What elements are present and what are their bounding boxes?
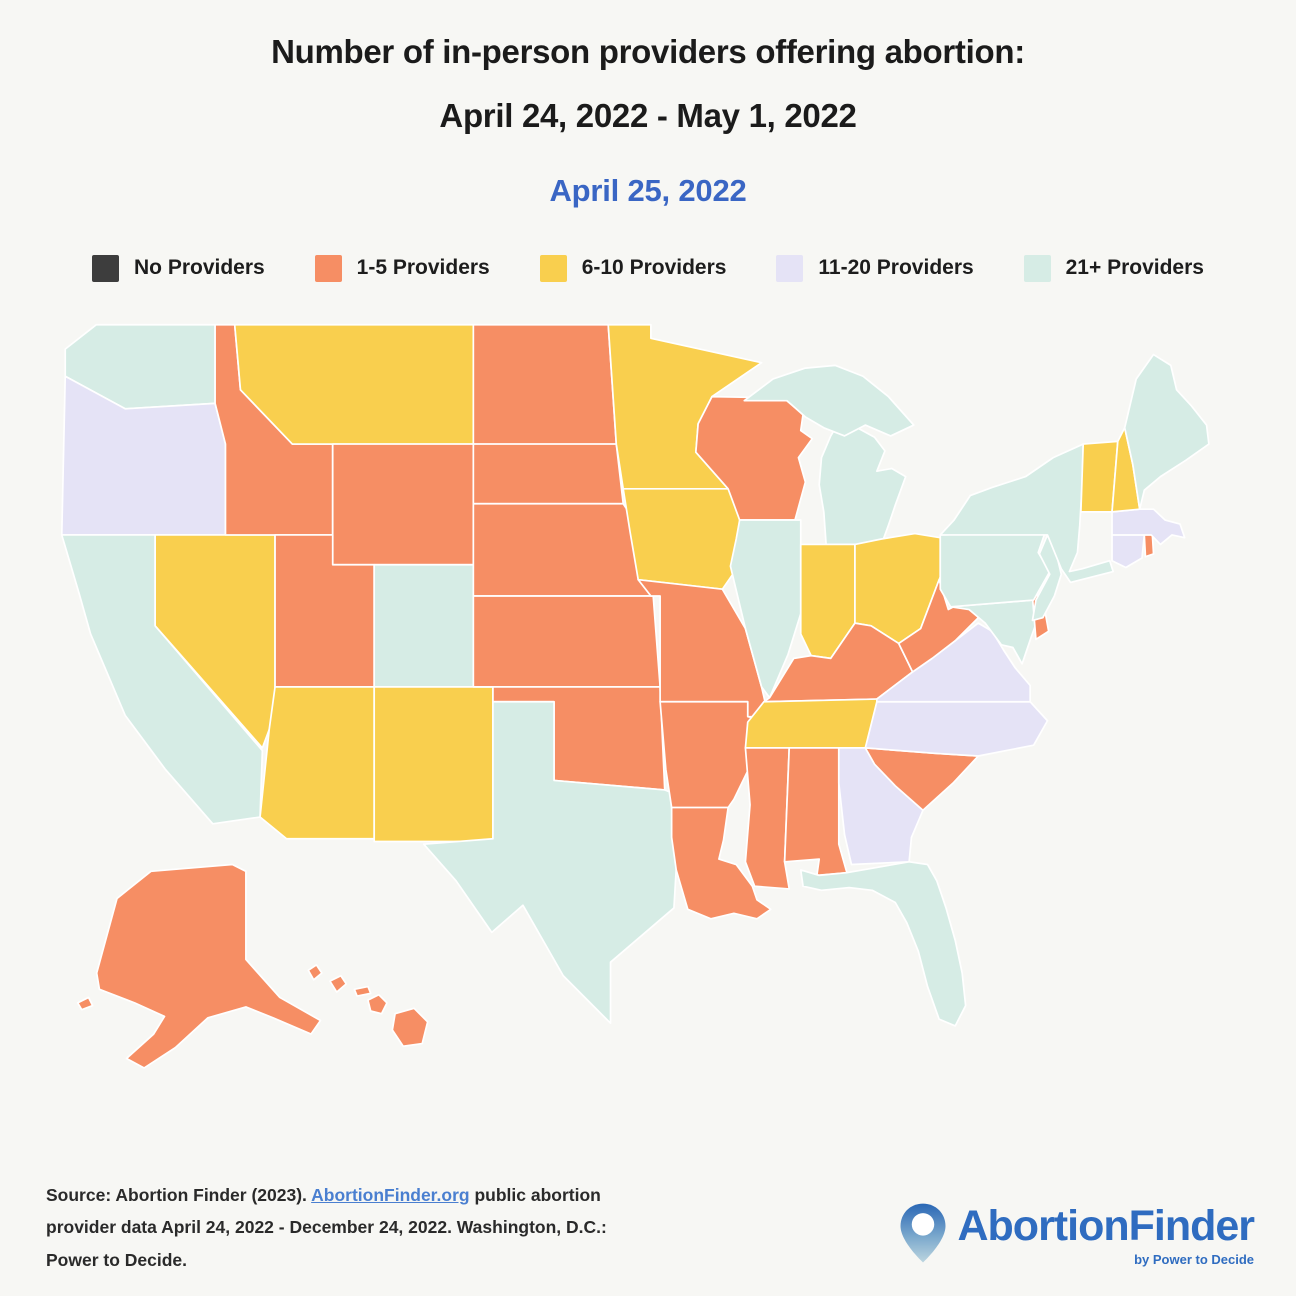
state-pennsylvania[interactable] [940, 532, 1050, 607]
state-south-dakota[interactable] [473, 444, 623, 504]
state-hawaii[interactable] [308, 965, 322, 980]
abortionfinder-logo[interactable]: AbortionFinder by Power to Decide [897, 1201, 1255, 1276]
legend-item-21plus: 21+ Providers [1023, 254, 1204, 282]
legend-item-11-20: 11-20 Providers [776, 254, 974, 282]
date-subtitle: April 25, 2022 [549, 172, 747, 208]
title-line-2: April 24, 2022 - May 1, 2022 [439, 97, 857, 135]
legend-label: 21+ Providers [1065, 256, 1204, 280]
us-choropleth-map [56, 322, 1236, 1082]
state-hawaii[interactable] [368, 994, 387, 1013]
state-michigan[interactable] [819, 422, 905, 544]
logo-tagline: by Power to Decide [1134, 1251, 1254, 1267]
state-north-carolina[interactable] [865, 701, 1047, 755]
source-prefix: Source: Abortion Finder (2023). [46, 1184, 312, 1205]
legend-label: No Providers [134, 256, 265, 280]
legend-item-1-5: 1-5 Providers [314, 254, 490, 282]
legend-item-6-10: 6-10 Providers [539, 254, 727, 282]
state-nebraska[interactable] [473, 503, 653, 595]
state-iowa[interactable] [623, 489, 750, 589]
legend-swatch-6-10 [539, 254, 567, 282]
state-arizona[interactable] [260, 687, 374, 839]
state-alaska[interactable] [78, 997, 93, 1009]
state-kansas[interactable] [473, 596, 660, 687]
legend-swatch-11-20 [776, 254, 804, 282]
page-title: Number of in-person providers offering a… [0, 0, 1296, 149]
state-hawaii[interactable] [330, 975, 346, 991]
state-texas[interactable] [424, 701, 676, 1022]
logo-wordmark: AbortionFinder [957, 1201, 1255, 1250]
state-new-york[interactable] [940, 444, 1113, 582]
state-wyoming[interactable] [333, 444, 474, 565]
state-maine[interactable] [1125, 354, 1209, 509]
footer: Source: Abortion Finder (2023). Abortion… [46, 1179, 1255, 1276]
state-north-dakota[interactable] [473, 324, 616, 443]
legend-label: 11-20 Providers [818, 256, 974, 280]
legend-swatch-1-5 [314, 254, 342, 282]
state-florida[interactable] [801, 861, 966, 1025]
legend-label: 6-10 Providers [581, 256, 727, 280]
state-mississippi[interactable] [745, 748, 789, 889]
state-michigan[interactable] [744, 365, 913, 436]
state-alaska[interactable] [97, 864, 321, 1067]
legend: No Providers 1-5 Providers 6-10 Provider… [92, 254, 1204, 282]
state-massachusetts[interactable] [1112, 509, 1185, 544]
legend-swatch-21plus [1023, 254, 1051, 282]
state-alabama[interactable] [785, 748, 847, 875]
state-hawaii[interactable] [354, 986, 370, 995]
state-rhode-island[interactable] [1144, 535, 1153, 557]
state-louisiana[interactable] [672, 807, 771, 918]
source-link[interactable]: AbortionFinder.org [311, 1184, 470, 1205]
title-line-1: Number of in-person providers offering a… [271, 33, 1025, 70]
legend-label: 1-5 Providers [356, 256, 490, 280]
legend-swatch-no-providers [92, 254, 119, 282]
state-vermont[interactable] [1081, 441, 1118, 512]
state-arkansas[interactable] [660, 701, 761, 807]
state-new-mexico[interactable] [374, 687, 493, 842]
source-text: Source: Abortion Finder (2023). Abortion… [46, 1179, 646, 1276]
state-hawaii[interactable] [392, 1008, 427, 1046]
state-connecticut[interactable] [1112, 535, 1144, 568]
legend-item-no-providers: No Providers [92, 254, 265, 282]
location-pin-icon [897, 1201, 949, 1270]
source-suffix: public abortion provider data April 24, … [46, 1184, 607, 1270]
